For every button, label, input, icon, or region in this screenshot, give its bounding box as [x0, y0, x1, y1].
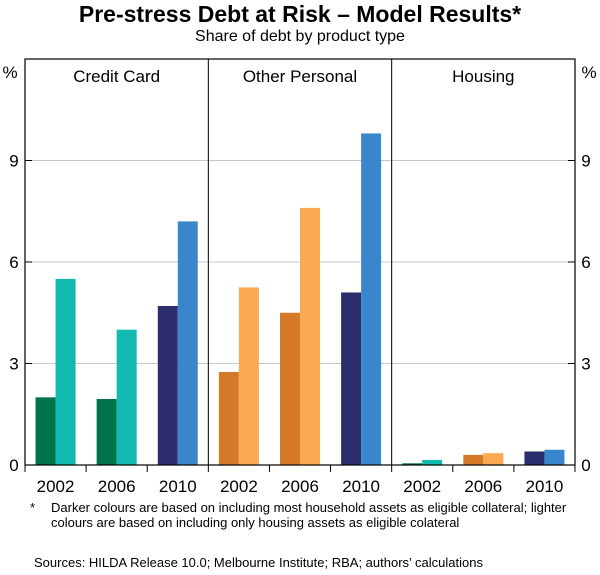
x-tick-label-housing-2010: 2010 [526, 477, 564, 496]
bar-housing-2006-dark [463, 454, 484, 465]
y-unit-right: % [581, 63, 596, 82]
y-tick-label-left-0: 0 [9, 456, 18, 475]
bar-housing-2010-light [544, 449, 565, 465]
x-tick-label-other-personal-2002: 2002 [220, 477, 258, 496]
x-tick-label-other-personal-2006: 2006 [281, 477, 319, 496]
bar-other-personal-2006-light [300, 207, 320, 465]
bar-credit-card-2010-dark [157, 305, 178, 465]
bar-housing-2006-light [483, 453, 504, 465]
bar-credit-card-2006-dark [96, 399, 117, 465]
bar-other-personal-2002-dark [218, 371, 239, 465]
bar-housing-2002-light [422, 459, 443, 465]
panel-title-housing: Housing [452, 67, 514, 86]
x-tick-label-other-personal-2010: 2010 [342, 477, 380, 496]
x-tick-label-credit-card-2006: 2006 [98, 477, 136, 496]
bar-chart: 2002 2006 2010 Credit Card 2002 2006 2010 Other… [2, 58, 597, 496]
y-tick-label-left-3: 3 [9, 355, 18, 374]
bar-other-personal-2010-light [361, 133, 382, 465]
sources-text: Sources: HILDA Release 10.0; Melbourne I… [34, 555, 483, 570]
x-tick-label-housing-2002: 2002 [403, 477, 441, 496]
footnote-text: Darker colours are based on including mo… [51, 500, 567, 530]
bar-other-personal-2002-light [238, 287, 259, 465]
bar-housing-2010-dark [524, 451, 545, 465]
y-tick-label-left-6: 6 [9, 253, 18, 272]
bar-credit-card-2010-light [177, 221, 198, 465]
bar-credit-card-2006-light [116, 329, 137, 465]
bar-other-personal-2006-dark [280, 312, 300, 465]
bar-other-personal-2010-dark [341, 292, 362, 465]
x-tick-label-credit-card-2002: 2002 [37, 477, 75, 496]
x-tick-label-credit-card-2010: 2010 [159, 477, 197, 496]
panel-title-credit-card: Credit Card [73, 67, 160, 86]
panel-title-other-personal: Other Personal [243, 67, 357, 86]
y-tick-label-right-0: 0 [581, 456, 590, 475]
bar-housing-2002-dark [402, 463, 423, 465]
y-unit-left: % [2, 63, 17, 82]
y-tick-label-left-9: 9 [9, 152, 18, 171]
bar-credit-card-2002-dark [35, 397, 56, 465]
footnote-marker: * [30, 500, 36, 515]
chart-subtitle: Share of debt by product type [195, 28, 405, 45]
chart-title: Pre-stress Debt at Risk – Model Results* [78, 1, 522, 27]
y-tick-label-right-6: 6 [581, 253, 590, 272]
y-tick-label-right-3: 3 [581, 355, 590, 374]
x-tick-label-housing-2006: 2006 [464, 477, 502, 496]
y-tick-label-right-9: 9 [581, 152, 590, 171]
bar-credit-card-2002-light [55, 278, 76, 465]
